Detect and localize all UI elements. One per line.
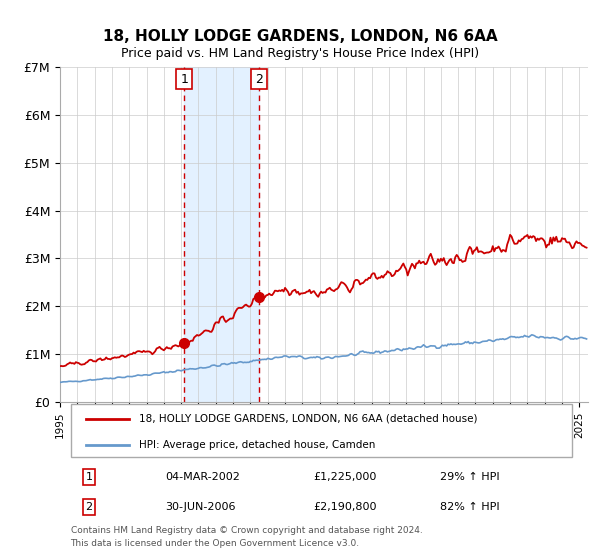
Text: This data is licensed under the Open Government Licence v3.0.: This data is licensed under the Open Gov… <box>71 539 359 548</box>
Text: 18, HOLLY LODGE GARDENS, LONDON, N6 6AA (detached house): 18, HOLLY LODGE GARDENS, LONDON, N6 6AA … <box>139 413 478 423</box>
Text: HPI: Average price, detached house, Camden: HPI: Average price, detached house, Camd… <box>139 440 376 450</box>
Text: Price paid vs. HM Land Registry's House Price Index (HPI): Price paid vs. HM Land Registry's House … <box>121 46 479 60</box>
Text: Contains HM Land Registry data © Crown copyright and database right 2024.: Contains HM Land Registry data © Crown c… <box>71 526 422 535</box>
Text: 04-MAR-2002: 04-MAR-2002 <box>166 472 241 482</box>
Text: 30-JUN-2006: 30-JUN-2006 <box>166 502 236 512</box>
Text: 82% ↑ HPI: 82% ↑ HPI <box>440 502 500 512</box>
FancyBboxPatch shape <box>71 404 572 457</box>
Text: 29% ↑ HPI: 29% ↑ HPI <box>440 472 500 482</box>
Text: 1: 1 <box>180 73 188 86</box>
Text: £2,190,800: £2,190,800 <box>313 502 377 512</box>
Text: 2: 2 <box>85 502 92 512</box>
Text: £1,225,000: £1,225,000 <box>313 472 377 482</box>
Text: 2: 2 <box>255 73 263 86</box>
Text: 18, HOLLY LODGE GARDENS, LONDON, N6 6AA: 18, HOLLY LODGE GARDENS, LONDON, N6 6AA <box>103 29 497 44</box>
Text: 1: 1 <box>86 472 92 482</box>
Bar <box>184 67 259 402</box>
